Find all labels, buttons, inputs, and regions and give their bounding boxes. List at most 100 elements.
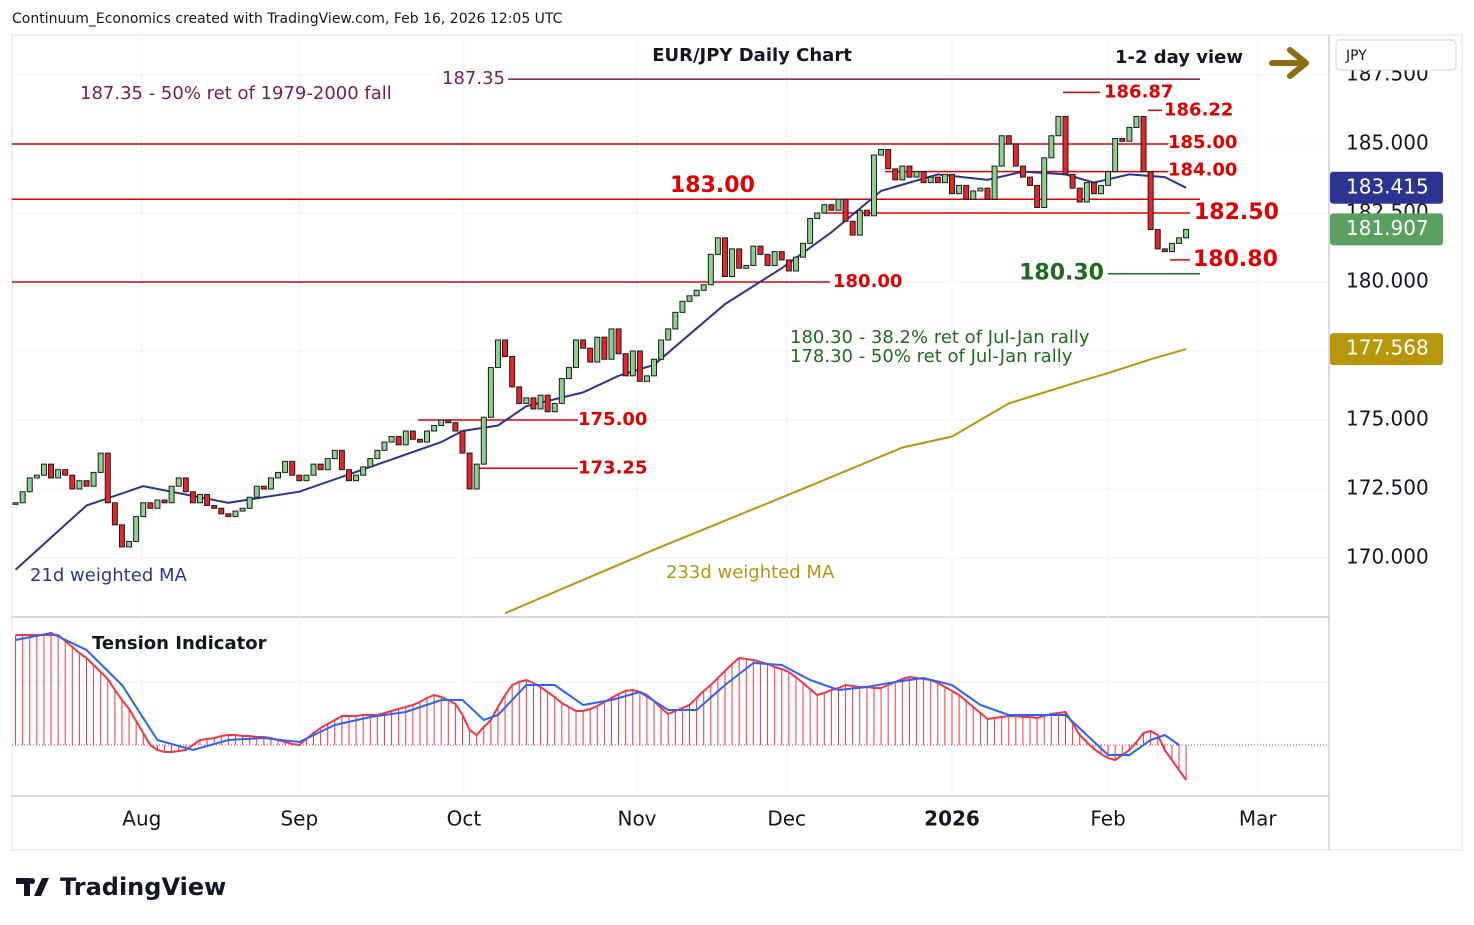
candle xyxy=(239,507,246,512)
candle xyxy=(83,480,90,487)
candle xyxy=(388,436,395,443)
candle xyxy=(523,397,530,404)
candle xyxy=(856,209,863,236)
price-tag-label: 181.907 xyxy=(1346,216,1429,240)
logo: TradingView xyxy=(16,873,226,901)
candle xyxy=(1019,165,1026,178)
currency-label: JPY xyxy=(1345,48,1367,64)
y-tick-label: 175.000 xyxy=(1346,406,1429,430)
candle xyxy=(842,198,849,222)
view-label: 1-2 day view xyxy=(1115,47,1243,68)
candle xyxy=(360,466,367,476)
candle xyxy=(927,176,934,184)
candle xyxy=(452,422,459,432)
candle xyxy=(665,328,672,341)
candle xyxy=(736,248,743,269)
candle xyxy=(587,347,594,363)
x-tick-label: Mar xyxy=(1239,807,1278,831)
candle xyxy=(1041,157,1048,208)
candle xyxy=(487,367,494,418)
candle xyxy=(764,253,771,266)
candle xyxy=(792,256,799,272)
candle xyxy=(984,187,991,200)
level-label: 180.80 xyxy=(1193,247,1278,272)
ma-label: 21d weighted MA xyxy=(30,565,187,586)
candle xyxy=(537,394,544,410)
candle xyxy=(643,375,650,382)
candle xyxy=(282,460,289,473)
candle xyxy=(573,339,579,369)
candle xyxy=(111,502,118,526)
candle xyxy=(345,469,352,482)
candle xyxy=(1161,248,1168,253)
candle xyxy=(1062,115,1069,175)
signal-line xyxy=(15,631,1180,756)
y-tick-label: 170.000 xyxy=(1346,544,1429,568)
candle xyxy=(189,491,196,504)
price-tag xyxy=(1330,171,1443,204)
price-tag-label: 183.415 xyxy=(1346,174,1429,198)
candle xyxy=(1140,115,1147,173)
y-tick-label: 185.000 xyxy=(1346,131,1429,155)
ma-label: 233d weighted MA xyxy=(666,562,835,583)
candle xyxy=(835,198,842,211)
candle xyxy=(870,154,877,217)
candle xyxy=(1154,229,1161,250)
candle xyxy=(906,165,913,178)
candle xyxy=(956,184,963,195)
candle xyxy=(1147,171,1154,231)
candle xyxy=(651,358,658,377)
candle xyxy=(878,149,885,156)
candle xyxy=(445,419,452,424)
candle xyxy=(338,449,345,471)
candle xyxy=(700,284,707,291)
candle xyxy=(48,463,55,479)
candle xyxy=(324,458,331,471)
candle xyxy=(367,458,374,468)
candle xyxy=(232,510,239,518)
candle xyxy=(970,190,977,200)
candle xyxy=(509,356,516,388)
level-label: 186.22 xyxy=(1164,99,1233,120)
header: Continuum_Economics created with Trading… xyxy=(12,11,563,27)
candle xyxy=(381,441,388,451)
candle xyxy=(1076,187,1083,203)
candle xyxy=(1090,182,1097,195)
price-tag xyxy=(1330,333,1443,366)
x-tick-label: Sep xyxy=(280,807,318,831)
candle xyxy=(977,187,984,192)
candle xyxy=(558,378,565,404)
logo-mark xyxy=(16,878,49,896)
candle xyxy=(1005,135,1012,145)
candle xyxy=(246,496,253,509)
candle xyxy=(1126,126,1133,142)
candle xyxy=(920,171,927,184)
candle xyxy=(26,477,33,493)
candle xyxy=(424,430,431,443)
candle xyxy=(757,245,764,255)
candle xyxy=(629,350,636,377)
candle xyxy=(402,430,409,446)
candle xyxy=(892,168,899,181)
candle xyxy=(608,328,615,360)
candle xyxy=(530,397,537,410)
candle xyxy=(565,367,572,380)
candle xyxy=(544,394,551,413)
price-tag xyxy=(1330,213,1443,246)
candle xyxy=(416,438,423,443)
candle xyxy=(714,237,721,255)
candle xyxy=(494,339,501,369)
candle xyxy=(473,463,480,490)
candle xyxy=(743,264,750,269)
candle xyxy=(1112,137,1119,173)
candle xyxy=(1176,237,1183,244)
candle xyxy=(785,259,792,272)
x-tick-label: Oct xyxy=(447,807,482,831)
candle xyxy=(317,463,324,471)
y-tick-label: 180.000 xyxy=(1346,268,1429,292)
candle xyxy=(778,251,785,261)
candle xyxy=(438,419,445,427)
candle xyxy=(289,460,296,476)
level-label: 182.50 xyxy=(1194,200,1279,225)
